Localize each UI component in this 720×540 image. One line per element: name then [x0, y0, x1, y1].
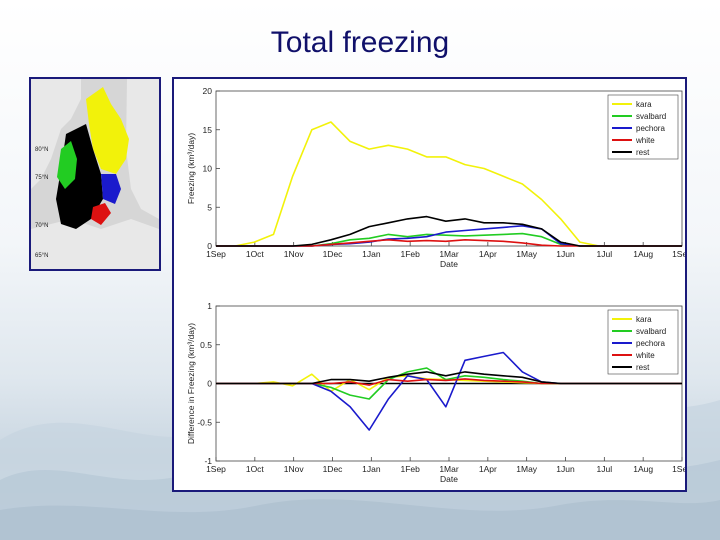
chart1-x-tick-label: 1Mar	[439, 249, 459, 259]
region-map-svg: 80°N 75°N 70°N 65°N	[31, 79, 159, 269]
chart2-x-tick-label: 1Sep	[206, 464, 226, 474]
chart1-x-tick-label: 1Aug	[633, 249, 653, 259]
chart1-legend-label-white: white	[635, 136, 655, 145]
chart1-x-tick-label: 1Sep	[672, 249, 685, 259]
chart1-y-tick-label: 5	[207, 202, 212, 212]
chart2-x-tick-label: 1Sep	[672, 464, 685, 474]
chart2-x-tick-label: 1Jul	[597, 464, 613, 474]
chart2-x-tick-label: 1Aug	[633, 464, 653, 474]
chart2-y-tick-label: -1	[204, 456, 212, 466]
chart1-x-tick-label: 1Jan	[362, 249, 381, 259]
chart1-x-tick-label: 1Sep	[206, 249, 226, 259]
chart1-x-tick-label: 1Dec	[323, 249, 344, 259]
map-region-white	[91, 203, 111, 225]
chart1-x-tick-label: 1Nov	[284, 249, 305, 259]
chart2-x-tick-label: 1Jun	[556, 464, 575, 474]
chart2-x-tick-label: 1May	[516, 464, 538, 474]
map-region-kara	[86, 87, 129, 174]
chart2-legend-label-kara: kara	[636, 315, 652, 324]
chart2-x-tick-label: 1Apr	[479, 464, 497, 474]
chart1-legend-label-rest: rest	[636, 148, 650, 157]
chart1-legend-label-svalbard: svalbard	[636, 112, 666, 121]
chart2-x-axis-label: Date	[440, 474, 458, 484]
chart1-x-tick-label: 1Jul	[597, 249, 613, 259]
map-region-pechora	[101, 174, 121, 204]
chart2-y-tick-label: -0.5	[197, 417, 212, 427]
chart2-y-tick-label: 1	[207, 301, 212, 311]
chart1-y-tick-label: 0	[207, 241, 212, 251]
chart1-legend-label-kara: kara	[636, 100, 652, 109]
chart1-legend-label-pechora: pechora	[636, 124, 665, 133]
chart1-y-axis-label: Freezing (km³/day)	[186, 133, 196, 204]
svg-text:75°N: 75°N	[35, 175, 48, 181]
svg-text:65°N: 65°N	[35, 253, 48, 259]
region-map: 80°N 75°N 70°N 65°N	[29, 77, 161, 271]
chart2-x-tick-label: 1Dec	[323, 464, 344, 474]
svg-text:70°N: 70°N	[35, 223, 48, 229]
chart2-series-rest	[216, 371, 682, 385]
chart2-x-tick-label: 1Mar	[439, 464, 459, 474]
chart2-legend-label-rest: rest	[636, 363, 650, 372]
chart2-x-tick-label: 1Oct	[246, 464, 265, 474]
chart2-legend-label-svalbard: svalbard	[636, 327, 666, 336]
chart1-series-rest	[216, 215, 682, 247]
chart1-x-axis-label: Date	[440, 259, 458, 269]
map-region-svalbard	[57, 141, 77, 189]
chart2-y-axis-label: Difference in Freezing (km³/day)	[186, 323, 196, 444]
chart1-x-tick-label: 1May	[516, 249, 538, 259]
chart2-y-tick-label: 0.5	[200, 340, 212, 350]
chart2-x-tick-label: 1Feb	[400, 464, 420, 474]
svg-text:80°N: 80°N	[35, 147, 48, 153]
chart1-x-tick-label: 1Feb	[400, 249, 420, 259]
chart1-y-tick-label: 15	[203, 125, 213, 135]
chart2-x-tick-label: 1Nov	[284, 464, 305, 474]
chart2-y-tick-label: 0	[207, 379, 212, 389]
chart-panel: 0 5 10 15 20 1Sep 1Oct 1Nov 1Dec 1Jan 1Feb 1Mar 1Apr…	[172, 77, 687, 492]
chart1-x-tick-label: 1Apr	[479, 249, 497, 259]
chart1-y-tick-label: 20	[203, 86, 213, 96]
chart2-legend-label-white: white	[635, 351, 655, 360]
chart1-x-tick-label: 1Jun	[556, 249, 575, 259]
chart2-x-tick-label: 1Jan	[362, 464, 381, 474]
chart2-legend-label-pechora: pechora	[636, 339, 665, 348]
slide-title: Total freezing	[270, 26, 450, 59]
chart1-x-tick-label: 1Oct	[246, 249, 265, 259]
chart1-y-tick-label: 10	[203, 164, 213, 174]
